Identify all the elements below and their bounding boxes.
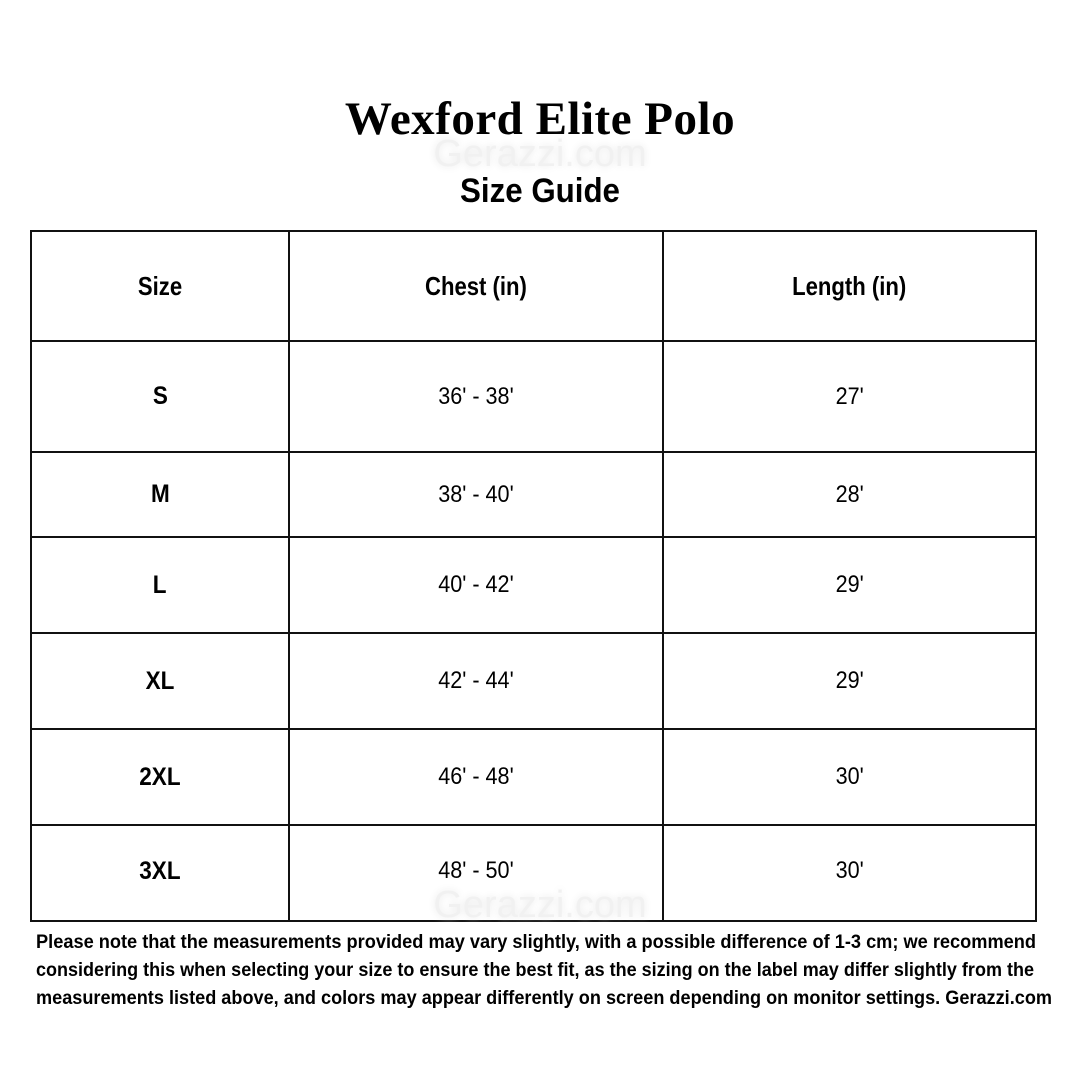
length-cell: 28' [662,451,1037,538]
header-length: Length (in) [662,230,1037,342]
length-cell: 29' [662,536,1037,634]
table-row: 3XL 48' - 50' 30' [30,824,1037,922]
note-line: Please note that the measurements provid… [36,932,1036,953]
size-cell: L [30,536,290,634]
header-length-label: Length (in) [792,270,907,301]
chest-cell: 36' - 38' [288,340,664,453]
table-row: XL 42' - 44' 29' [30,632,1037,730]
table-header-row: Size Chest (in) Length (in) [30,230,1037,342]
page-subtitle: Size Guide [460,172,620,210]
size-table: Size Chest (in) Length (in) S 36' - 38' … [30,230,1037,922]
note-line: considering this when selecting your siz… [36,960,1034,981]
length-cell: 29' [662,632,1037,730]
length-cell: 27' [662,340,1037,453]
size-cell: 3XL [30,824,290,922]
header-size-label: Size [137,270,183,301]
chest-cell: 40' - 42' [288,536,664,634]
note-line: measurements listed above, and colors ma… [36,988,1052,1009]
page-title: Wexford Elite Polo [344,93,736,145]
table-row: 2XL 46' - 48' 30' [30,728,1037,826]
header-chest-label: Chest (in) [425,270,527,301]
length-cell: 30' [662,728,1037,826]
table-row: L 40' - 42' 29' [30,536,1037,634]
size-cell: M [30,451,290,538]
table-row: M 38' - 40' 28' [30,451,1037,538]
chest-cell: 38' - 40' [288,451,664,538]
disclaimer-note: Please note that the measurements provid… [36,929,1052,1013]
size-cell: 2XL [30,728,290,826]
header-chest: Chest (in) [288,230,664,342]
chest-cell: 46' - 48' [288,728,664,826]
chest-cell: 42' - 44' [288,632,664,730]
header-size: Size [30,230,290,342]
length-cell: 30' [662,824,1037,922]
size-cell: S [30,340,290,453]
size-cell: XL [30,632,290,730]
table-row: S 36' - 38' 27' [30,340,1037,453]
chest-cell: 48' - 50' [288,824,664,922]
